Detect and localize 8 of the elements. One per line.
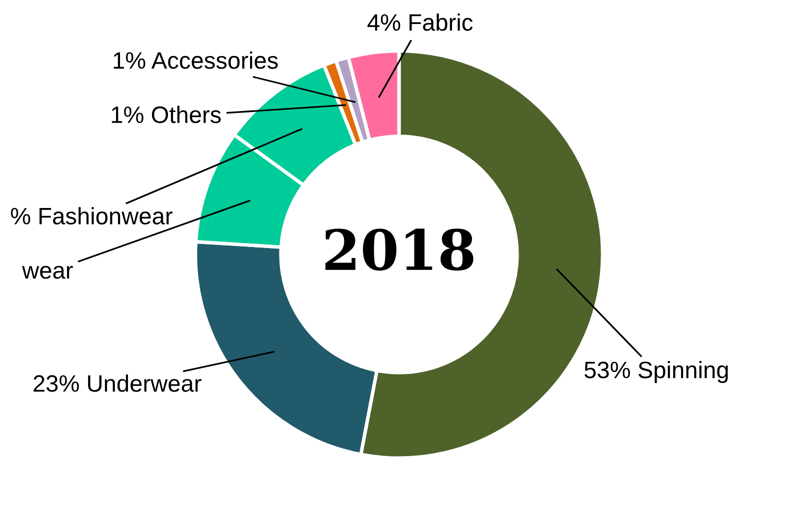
slice-label: 1% Accessories bbox=[114, 52, 278, 69]
text: 2018 bbox=[325, 228, 474, 271]
slice-label: % Fashionwear bbox=[10, 207, 172, 224]
slice-label: 23% Underwear bbox=[34, 374, 202, 392]
slice-label: 53% Spinning bbox=[584, 360, 728, 383]
slice-label: 4% Fabric bbox=[367, 14, 473, 31]
slice-label: wear bbox=[22, 266, 73, 279]
slice-label: 1% Others bbox=[112, 106, 221, 124]
